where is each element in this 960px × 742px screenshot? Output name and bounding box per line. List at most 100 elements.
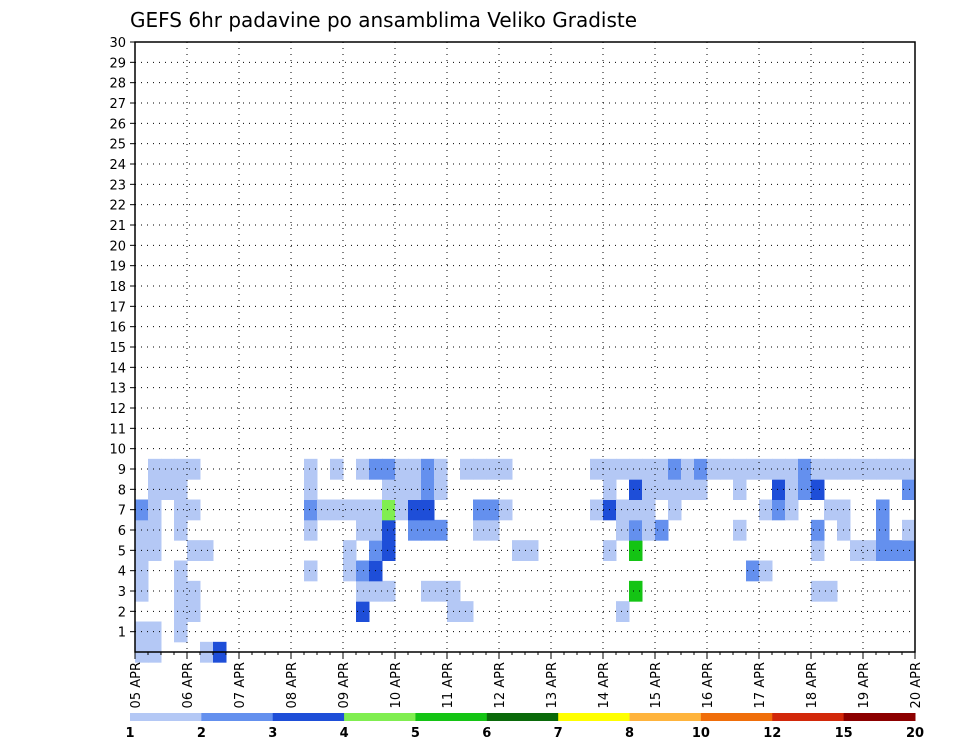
heatmap-cell	[850, 458, 864, 480]
heatmap-cell	[161, 479, 175, 500]
heatmap-cell	[161, 458, 175, 480]
y-tick-label: 4	[118, 565, 126, 580]
heatmap-cell	[174, 560, 188, 582]
colorbar-label: 4	[340, 726, 349, 741]
heatmap-cell	[655, 479, 669, 500]
y-tick-label: 25	[109, 138, 126, 153]
heatmap-cell	[395, 458, 409, 480]
chart-title: GEFS 6hr padavine po ansamblima Veliko G…	[130, 8, 637, 32]
heatmap-cell	[148, 499, 162, 521]
heatmap-cell	[304, 560, 318, 582]
colorbar-swatch	[486, 713, 559, 721]
heatmap-cell	[694, 458, 708, 480]
y-tick-label: 2	[118, 605, 126, 620]
colorbar-label: 8	[625, 726, 634, 741]
heatmap-cell	[187, 540, 201, 561]
heatmap-cell	[850, 540, 864, 561]
x-tick-label: 11 APR	[441, 662, 456, 708]
y-tick-label: 27	[109, 97, 126, 112]
heatmap-cell	[421, 580, 435, 602]
heatmap-cell	[356, 458, 370, 480]
y-tick-label: 29	[109, 56, 126, 71]
y-tick-label: 18	[109, 280, 126, 295]
heatmap-cell	[668, 479, 682, 500]
heatmap-cell	[798, 479, 812, 500]
heatmap-cell	[811, 479, 825, 500]
heatmap-cell	[174, 458, 188, 480]
heatmap-cell	[408, 499, 422, 521]
x-tick-label: 10 APR	[389, 662, 404, 708]
heatmap-cell	[655, 519, 669, 541]
heatmap-cell	[174, 621, 188, 643]
y-tick-label: 9	[118, 463, 126, 478]
heatmap-cell	[629, 479, 643, 500]
heatmap-cell	[590, 499, 604, 521]
heatmap-cell	[629, 540, 643, 561]
heatmap-cell	[642, 479, 656, 500]
y-axis: 1234567891011121314151617181920212223242…	[109, 36, 135, 641]
heatmap-cell	[772, 479, 786, 500]
heatmap-cell	[148, 540, 162, 561]
y-tick-label: 30	[109, 36, 126, 51]
heatmap-cell	[616, 499, 630, 521]
heatmap-cell	[148, 519, 162, 541]
heatmap-cell	[889, 458, 903, 480]
colorbar-swatch	[629, 713, 702, 721]
heatmap-cell	[304, 479, 318, 500]
colorbar-label: 2	[197, 726, 206, 741]
heatmap-cell	[694, 479, 708, 500]
grid-lines	[135, 41, 915, 652]
heatmap-cell	[629, 519, 643, 541]
heatmap-cell	[785, 458, 799, 480]
x-tick-label: 14 APR	[597, 662, 612, 708]
y-tick-label: 12	[109, 402, 126, 417]
heatmap-cell	[330, 458, 344, 480]
y-tick-label: 6	[118, 524, 126, 539]
y-tick-label: 19	[109, 260, 126, 275]
heatmap-cell	[304, 519, 318, 541]
heatmap-cell	[148, 479, 162, 500]
heatmap-cell	[174, 499, 188, 521]
heatmap-cell	[343, 499, 357, 521]
heatmap-cell	[863, 458, 877, 480]
heatmap-cell	[356, 519, 370, 541]
y-tick-label: 26	[109, 117, 126, 132]
x-tick-label: 16 APR	[701, 662, 716, 708]
heatmap-cell	[421, 458, 435, 480]
y-tick-label: 22	[109, 199, 126, 214]
colorbar-swatch	[272, 713, 345, 721]
heatmap-cell	[902, 458, 916, 480]
x-tick-label: 09 APR	[337, 662, 352, 708]
heatmap-cell	[746, 458, 760, 480]
heatmap-cell	[655, 458, 669, 480]
colorbar-label: 20	[906, 726, 924, 741]
heatmap-cell	[174, 479, 188, 500]
y-tick-label: 11	[109, 422, 126, 437]
heatmap-cell	[304, 499, 318, 521]
heatmap-cell	[824, 499, 838, 521]
heatmap-cell	[148, 458, 162, 480]
heatmap-cell	[733, 458, 747, 480]
y-tick-label: 8	[118, 483, 126, 498]
heatmap-cell	[486, 499, 500, 521]
heatmap-cell	[590, 458, 604, 480]
y-tick-label: 7	[118, 504, 126, 519]
heatmap-cell	[187, 458, 201, 480]
heatmap-cell	[733, 519, 747, 541]
heatmap-cell	[824, 458, 838, 480]
colorbar-label: 10	[692, 726, 710, 741]
heatmap-cell	[863, 540, 877, 561]
heatmap-cell	[629, 458, 643, 480]
x-tick-label: 05 APR	[129, 662, 144, 708]
heatmap-cell	[304, 458, 318, 480]
heatmap-cell	[434, 458, 448, 480]
x-tick-label: 15 APR	[649, 662, 664, 708]
x-tick-label: 12 APR	[493, 662, 508, 708]
heatmap-cell	[382, 479, 396, 500]
colorbar-swatch	[772, 713, 845, 721]
heatmap-cell	[187, 580, 201, 602]
heatmap-cell	[174, 601, 188, 622]
colorbar-label: 12	[763, 726, 781, 741]
heatmap-cell	[902, 519, 916, 541]
x-tick-label: 19 APR	[857, 662, 872, 708]
